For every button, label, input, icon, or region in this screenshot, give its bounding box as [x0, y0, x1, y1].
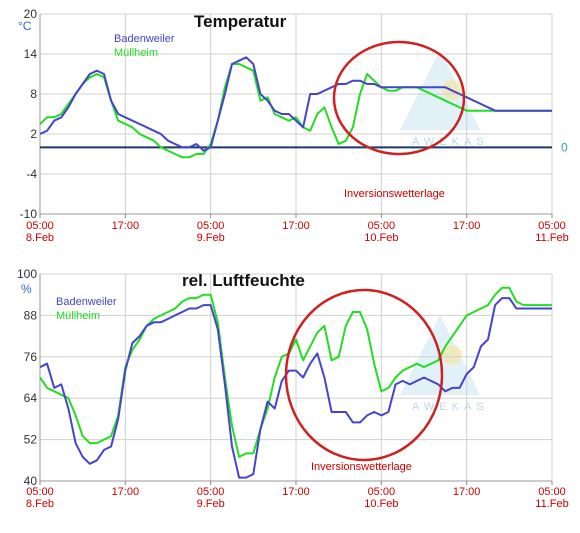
x-tick-date-label: 11.Feb	[535, 232, 568, 244]
zero-label: 0	[561, 140, 568, 154]
watermark-text: AWEKAS	[412, 136, 489, 148]
legend-badenweiler: Badenweiler	[114, 33, 175, 45]
x-tick-date-label: 9.Feb	[197, 498, 225, 510]
series-line-muellheim	[39, 63, 552, 159]
y-tick-label: 76	[24, 350, 38, 364]
x-tick-label: 17:00	[112, 220, 140, 232]
x-tick-label: 05:00	[197, 220, 225, 232]
legend-muellheim: Müllheim	[56, 310, 100, 322]
x-tick-label: 17:00	[112, 486, 140, 498]
watermark-logo-icon	[400, 50, 480, 130]
x-tick-label: 05:00	[538, 220, 566, 232]
y-tick-label: -10	[20, 207, 38, 221]
x-tick-label: 05:00	[368, 486, 396, 498]
x-tick-label: 05:00	[197, 486, 225, 498]
x-tick-date-label: 8.Feb	[26, 232, 54, 244]
y-unit-label: °C	[18, 19, 32, 33]
legend-badenweiler: Badenweiler	[56, 296, 117, 308]
annotation-label: Inversionswetterlage	[311, 461, 412, 473]
chart-title: rel. Luftfeuchte	[182, 271, 305, 290]
x-tick-date-label: 10.Feb	[364, 232, 398, 244]
watermark-sun-icon	[442, 345, 462, 365]
x-tick-label: 05:00	[26, 220, 54, 232]
inversion-circle	[332, 40, 466, 156]
x-tick-date-label: 10.Feb	[364, 498, 398, 510]
x-tick-date-label: 9.Feb	[197, 232, 225, 244]
series-line-badenweiler	[39, 56, 552, 152]
x-tick-label: 17:00	[453, 220, 481, 232]
x-tick-label: 17:00	[282, 220, 310, 232]
y-tick-label: 2	[30, 127, 37, 141]
watermark-text: AWEKAS	[412, 401, 489, 413]
x-tick-label: 17:00	[282, 486, 310, 498]
inversion-circle	[284, 288, 444, 462]
x-tick-label: 17:00	[453, 486, 481, 498]
y-tick-label: 40	[24, 474, 38, 488]
y-tick-label: 8	[30, 87, 37, 101]
y-tick-label: 20	[24, 7, 38, 21]
x-tick-date-label: 11.Feb	[535, 498, 568, 510]
y-tick-label: 100	[17, 267, 37, 281]
annotation-label: Inversionswetterlage	[344, 188, 445, 200]
y-tick-label: -4	[26, 167, 37, 181]
chart-title: Temperatur	[194, 12, 287, 31]
y-tick-label: 88	[24, 308, 38, 322]
y-unit-label: %	[21, 282, 32, 296]
y-tick-label: 64	[24, 391, 38, 405]
series-line-badenweiler	[39, 297, 552, 479]
x-tick-label: 05:00	[26, 486, 54, 498]
x-tick-date-label: 8.Feb	[26, 498, 54, 510]
legend-muellheim: Müllheim	[114, 47, 158, 59]
x-tick-label: 05:00	[368, 220, 396, 232]
y-tick-label: 14	[24, 47, 38, 61]
x-tick-label: 05:00	[538, 486, 566, 498]
y-tick-label: 52	[24, 433, 38, 447]
